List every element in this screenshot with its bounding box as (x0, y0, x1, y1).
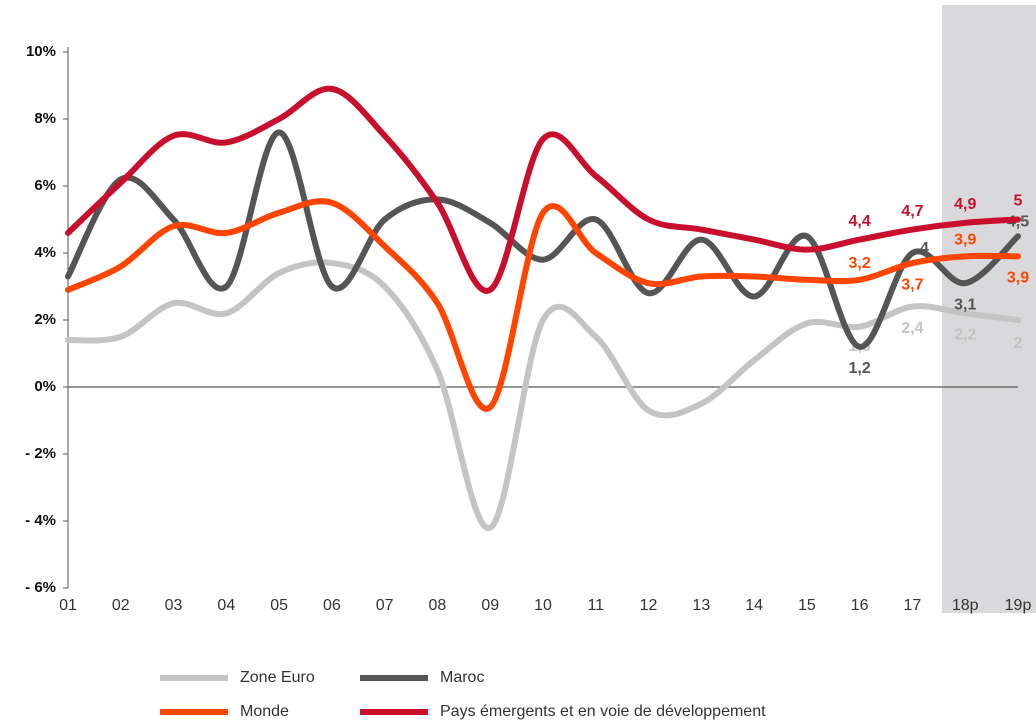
data-label: 2 (1014, 335, 1023, 352)
x-tick-label: 12 (640, 597, 658, 614)
data-label: 3,1 (954, 296, 976, 313)
data-label: 4,4 (849, 213, 871, 230)
y-tick-label: 2% (34, 311, 56, 328)
data-label: 4,9 (954, 196, 976, 213)
y-tick-label: 10% (26, 43, 56, 60)
x-tick-label: 13 (692, 597, 710, 614)
x-tick-label: 11 (587, 597, 604, 614)
data-label: 4,7 (901, 203, 923, 220)
data-label: 3,9 (954, 232, 976, 249)
x-tick-label: 18p (952, 597, 979, 614)
x-tick-label: 09 (481, 597, 499, 614)
x-tick-label: 01 (59, 597, 77, 614)
series-line (65, 129, 1021, 350)
data-label: 2,4 (901, 320, 923, 337)
x-tick-label: 05 (270, 597, 288, 614)
series-line (65, 85, 1021, 294)
x-tick-label: 06 (323, 597, 341, 614)
y-tick-label: 6% (34, 177, 56, 194)
legend-label: Maroc (440, 669, 484, 686)
data-label: 3,2 (849, 255, 871, 272)
x-tick-label: 04 (217, 597, 235, 614)
series-line (65, 198, 1021, 412)
legend-label: Zone Euro (240, 669, 315, 686)
legend-label: Monde (240, 703, 289, 720)
y-tick-label: 8% (34, 110, 56, 127)
x-tick-label: 14 (745, 597, 763, 614)
forecast-band (942, 5, 1036, 613)
y-tick-label: 4% (34, 244, 56, 261)
x-tick-label: 07 (376, 597, 394, 614)
y-tick-label: - 2% (25, 445, 56, 462)
y-tick-label: - 4% (25, 512, 56, 529)
x-tick-label: 10 (534, 597, 552, 614)
y-tick-label: - 6% (25, 579, 56, 596)
x-tick-label: 16 (851, 597, 869, 614)
x-tick-label: 17 (904, 597, 922, 614)
x-tick-label: 15 (798, 597, 816, 614)
x-tick-label: 08 (429, 597, 447, 614)
series-line (65, 259, 1021, 531)
data-label: 5 (1014, 193, 1023, 210)
data-label: 1,2 (849, 360, 871, 377)
data-label: 3,7 (901, 276, 923, 293)
x-tick-label: 19p (1005, 597, 1032, 614)
data-label: 4 (920, 240, 929, 257)
y-tick-label: 0% (34, 378, 56, 395)
data-label: 2,2 (954, 327, 976, 344)
legend-label: Pays émergents et en voie de développeme… (440, 703, 766, 720)
data-label: 3,9 (1007, 270, 1029, 287)
x-tick-label: 03 (165, 597, 183, 614)
x-tick-label: 02 (112, 597, 130, 614)
